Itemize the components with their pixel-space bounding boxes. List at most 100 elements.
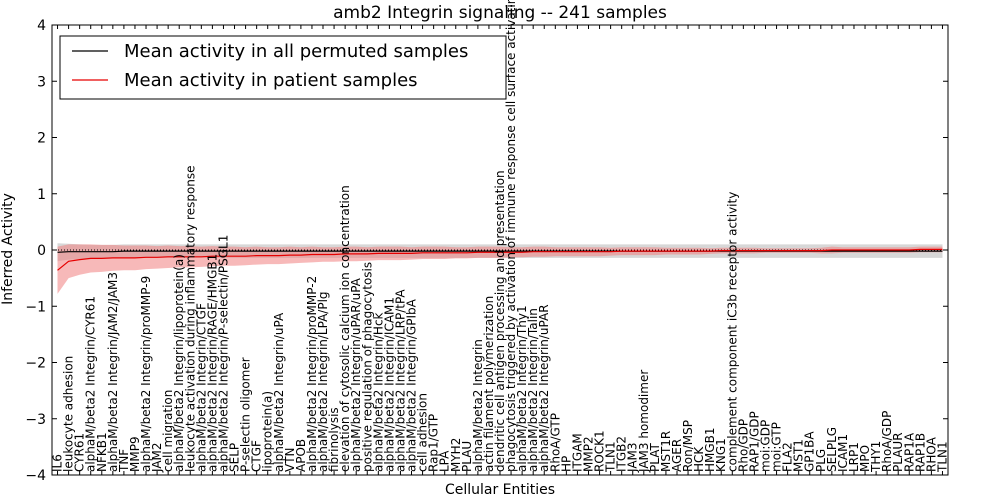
band-series-1 bbox=[57, 244, 943, 294]
x-tick-label: alphaM/beta2 Integrin/Talin bbox=[526, 308, 540, 472]
x-tick-label: FLA2 bbox=[781, 442, 795, 472]
x-tick-label: SELPLG bbox=[825, 427, 839, 472]
y-axis-label: Inferred Activity bbox=[0, 193, 16, 305]
x-tick-label: LPA bbox=[438, 450, 452, 472]
x-tick-label: Ron/MSP bbox=[681, 420, 695, 472]
y-tick-label: −1 bbox=[25, 299, 46, 315]
x-tick-label: AGER bbox=[670, 439, 684, 472]
x-tick-label: alphaM/beta2 Integrin/lipoprotein(a) bbox=[172, 254, 186, 472]
x-tick-label: elevation of cytosolic calcium ion conce… bbox=[338, 185, 352, 472]
x-tick-label: moi:GTP bbox=[770, 422, 784, 472]
x-tick-label: Rap1/GTP bbox=[427, 414, 441, 472]
legend-label-permuted: Mean activity in all permuted samples bbox=[124, 41, 468, 62]
x-tick-label: IL6 bbox=[51, 454, 65, 472]
x-tick-label: THY1 bbox=[869, 441, 883, 473]
y-tick-label: 2 bbox=[37, 131, 46, 147]
x-tick-label: Rho/GDP bbox=[736, 419, 750, 472]
x-tick-label: TNF bbox=[117, 449, 131, 473]
x-tick-label: MST1R bbox=[659, 431, 673, 472]
y-tick-label: 1 bbox=[37, 187, 46, 203]
x-tick-label: KNG1 bbox=[714, 438, 728, 472]
x-tick-label: phagocytosis triggered by activation of … bbox=[504, 0, 518, 472]
legend-label-patient: Mean activity in patient samples bbox=[124, 70, 418, 91]
x-tick-label: lipoprotein(a) bbox=[261, 391, 275, 472]
x-tick-label: positive regulation of phagocytosis bbox=[360, 262, 374, 472]
x-tick-label: TLN1 bbox=[936, 441, 950, 473]
x-tick-label: RhoA/GDP bbox=[880, 411, 894, 472]
series-lines bbox=[57, 248, 943, 271]
x-axis-ticks bbox=[57, 25, 943, 475]
legend: Mean activity in all permuted samples Me… bbox=[59, 35, 507, 100]
x-tick-label: leukocyte activation during inflammatory… bbox=[183, 165, 197, 472]
x-axis-label: Cellular Entities bbox=[445, 482, 555, 498]
x-tick-label: alphaM/beta2 Integrin/proMMP-9 bbox=[139, 276, 153, 472]
x-tick-label: alphaM/beta2 Integrin/RAGE/HMGB1 bbox=[205, 254, 219, 472]
x-tick-label: JAM2 bbox=[150, 442, 164, 473]
x-tick-label: dendritic cell antigen processing and pr… bbox=[493, 170, 507, 472]
x-tick-label: MMP2 bbox=[582, 436, 596, 472]
x-tick-label: PLG bbox=[814, 449, 828, 472]
x-tick-label: PLAU bbox=[460, 441, 474, 472]
x-tick-label: HP bbox=[559, 456, 573, 472]
x-tick-label: alphaM/beta2 Integrin/CYR61 bbox=[84, 296, 98, 472]
x-tick-label: RHOA bbox=[924, 436, 938, 472]
y-tick-label: −3 bbox=[25, 412, 46, 428]
x-tick-label: alphaM/beta2 Integrin/Hck bbox=[371, 312, 385, 472]
x-tick-label: HMGB1 bbox=[703, 427, 717, 472]
y-tick-label: 3 bbox=[37, 74, 46, 90]
legend-box bbox=[59, 35, 507, 100]
line-series-1 bbox=[57, 248, 943, 271]
x-tick-label: PLAT bbox=[648, 443, 662, 472]
x-tick-label: actin filament polymerization bbox=[482, 296, 496, 472]
x-tick-label: JAM3 bbox=[626, 442, 640, 473]
x-tick-label: MYH2 bbox=[449, 438, 463, 472]
x-tick-label: RhoA/GTP bbox=[548, 413, 562, 472]
x-tick-label: ICAM1 bbox=[836, 434, 850, 472]
x-tick-label: JAM3 homodimer bbox=[637, 370, 651, 473]
x-tick-label: VTN bbox=[283, 447, 297, 472]
x-tick-label: alphaM/beta2 Integrin/ICAM1 bbox=[382, 297, 396, 472]
x-tick-label: alphaM/beta2 Integrin bbox=[471, 339, 485, 472]
x-tick-label: CYR61 bbox=[73, 433, 87, 472]
x-tick-label: alphaM/beta2 Integrin/LPA/Plg bbox=[316, 291, 330, 472]
x-tick-label: alphaM/beta2 Integrin/P-selectin/PSGL1 bbox=[217, 235, 231, 472]
y-tick-label: −4 bbox=[25, 468, 46, 484]
x-tick-label: leukocyte adhesion bbox=[62, 356, 76, 472]
x-tick-label: P-selectin oligomer bbox=[239, 357, 253, 472]
x-tick-label: RAP1B bbox=[913, 433, 927, 472]
x-tick-label: ITGB2 bbox=[615, 436, 629, 472]
x-tick-label: ROCK1 bbox=[593, 430, 607, 472]
x-tick-label: LRP1 bbox=[847, 442, 861, 472]
y-axis: −4 −3 −2 −1 0 1 2 3 4 bbox=[25, 18, 948, 484]
x-tick-label: alphaM/beta2 Integrin/JAM2/JAM3 bbox=[106, 272, 120, 472]
x-tick-label: alphaM/beta2 Integrin/CTGF bbox=[194, 303, 208, 472]
x-tick-label: complement component iC3b receptor activ… bbox=[725, 192, 739, 472]
x-tick-label: APOB bbox=[294, 439, 308, 472]
x-tick-label: moi:GDP bbox=[759, 420, 773, 472]
x-tick-label: ITGAM bbox=[570, 433, 584, 472]
chart-title: amb2 Integrin signaling -- 241 samples bbox=[333, 3, 667, 23]
x-tick-label: GP1BA bbox=[803, 431, 817, 472]
x-tick-label: RAP1A bbox=[902, 432, 916, 472]
x-tick-label: alphaM/beta2 Integrin/uPA bbox=[272, 312, 286, 472]
x-tick-label: NFKB1 bbox=[95, 432, 109, 472]
x-tick-label: TLN1 bbox=[604, 441, 618, 473]
x-tick-label: alphaM/beta2 Integrin/uPAR/uPA bbox=[349, 277, 363, 472]
x-tick-label: alphaM/beta2 Integrin/LRP/tPA bbox=[393, 289, 407, 472]
x-tick-label: MPO bbox=[858, 445, 872, 472]
x-tick-label: RAP1/GDP bbox=[747, 411, 761, 472]
x-tick-label: alphaM/beta2 Integrin/proMMP-2 bbox=[305, 276, 319, 472]
x-tick-label: cell migration bbox=[161, 390, 175, 472]
x-tick-label: MST1 bbox=[792, 439, 806, 472]
x-tick-label: HCK bbox=[692, 446, 706, 472]
x-tick-label: MMP9 bbox=[128, 436, 142, 472]
x-tick-label: CTGF bbox=[250, 440, 264, 472]
x-tick-label: alphaM/beta2 Integrin/uPAR bbox=[537, 304, 551, 472]
x-tick-label: PLAUR bbox=[891, 432, 905, 472]
x-tick-label: SELP bbox=[228, 443, 242, 472]
x-tick-label: cell adhesion bbox=[416, 393, 430, 472]
x-tick-label: alphaM/beta2 Integrin/GPIbA bbox=[405, 298, 419, 472]
